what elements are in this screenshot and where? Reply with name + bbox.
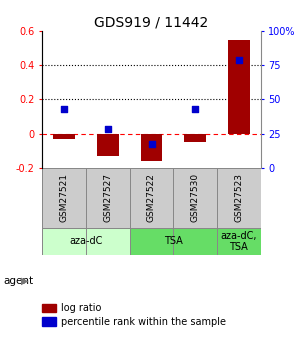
Bar — [141, 134, 162, 161]
Bar — [53, 134, 75, 139]
Bar — [130, 228, 217, 255]
Point — [236, 57, 241, 62]
Bar — [173, 168, 217, 228]
Bar — [217, 228, 261, 255]
Point — [193, 106, 198, 112]
Bar — [97, 134, 119, 156]
Text: TSA: TSA — [164, 236, 183, 246]
Text: log ratio: log ratio — [61, 303, 101, 313]
Bar — [86, 168, 130, 228]
Text: aza-dC: aza-dC — [69, 236, 103, 246]
Point — [149, 142, 154, 147]
Text: percentile rank within the sample: percentile rank within the sample — [61, 317, 226, 326]
Text: GSM27522: GSM27522 — [147, 173, 156, 222]
Bar — [42, 228, 130, 255]
Bar — [217, 168, 261, 228]
Bar — [184, 134, 206, 142]
Point — [62, 106, 67, 112]
Text: GSM27523: GSM27523 — [234, 173, 243, 222]
Bar — [42, 168, 86, 228]
Text: GSM27530: GSM27530 — [191, 173, 200, 222]
Point — [105, 127, 110, 132]
Title: GDS919 / 11442: GDS919 / 11442 — [94, 16, 209, 30]
Bar — [130, 168, 173, 228]
Text: GSM27527: GSM27527 — [103, 173, 112, 222]
Text: aza-dC,
TSA: aza-dC, TSA — [221, 230, 257, 252]
Text: GSM27521: GSM27521 — [60, 173, 69, 222]
Text: ▶: ▶ — [21, 276, 28, 286]
Text: agent: agent — [3, 276, 33, 286]
Bar — [228, 40, 250, 134]
